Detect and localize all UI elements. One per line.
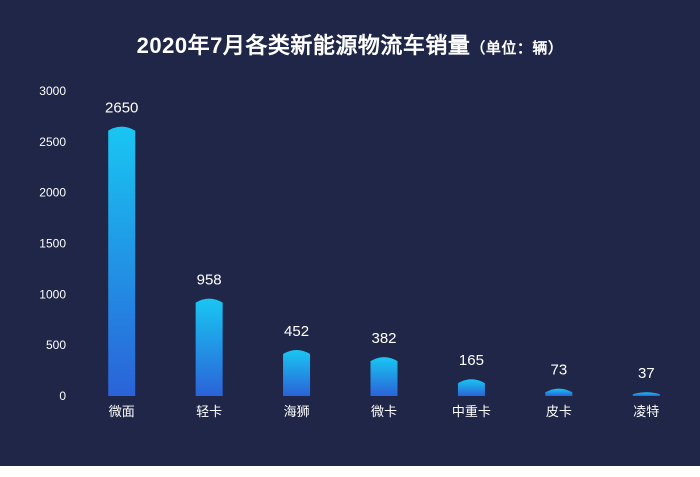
y-tick-label: 1000: [39, 287, 66, 301]
x-tick-label: 微面: [109, 405, 135, 420]
bar-0: [108, 126, 136, 397]
y-tick-label: 3000: [39, 84, 66, 98]
x-tick-label: 凌特: [633, 405, 659, 420]
x-tick-label: 微卡: [371, 405, 397, 420]
y-tick-label: 2500: [39, 135, 66, 149]
data-label: 958: [197, 272, 222, 289]
y-tick-label: 2000: [39, 186, 66, 200]
x-tick-label: 海狮: [284, 405, 310, 420]
bar-5: [545, 388, 573, 396]
x-tick-label: 中重卡: [452, 404, 491, 420]
data-label: 73: [551, 362, 568, 379]
x-tick-label: 皮卡: [546, 405, 572, 420]
chart-title-text: 2020年7月各类新能源物流车销量: [136, 33, 471, 58]
bar-chart: 0 500 1000 1500 2000 2500 3000 2650 958 452 382 16…: [39, 84, 660, 420]
data-label: 2650: [105, 100, 138, 117]
bar-6: [632, 392, 660, 396]
data-label: 452: [284, 323, 309, 340]
bar-4: [457, 379, 485, 396]
y-tick-label: 1500: [39, 237, 66, 251]
bars-group: 2650 958 452 382 165 73 37: [105, 100, 660, 397]
x-axis: 微面 轻卡 海狮 微卡 中重卡 皮卡 凌特: [109, 404, 660, 420]
bar-1: [195, 298, 223, 396]
y-tick-label: 0: [59, 389, 66, 403]
y-axis: 0 500 1000 1500 2000 2500 3000: [39, 84, 66, 403]
chart-unit-note: （单位：辆）: [470, 40, 564, 57]
chart-title: 2020年7月各类新能源物流车销量（单位：辆）: [0, 28, 700, 60]
x-tick-label: 轻卡: [196, 405, 222, 420]
bar-3: [370, 357, 398, 396]
bar-2: [283, 350, 311, 396]
data-label: 165: [459, 352, 484, 369]
data-label: 37: [638, 365, 655, 382]
y-tick-label: 500: [46, 338, 66, 352]
data-label: 382: [371, 330, 396, 347]
